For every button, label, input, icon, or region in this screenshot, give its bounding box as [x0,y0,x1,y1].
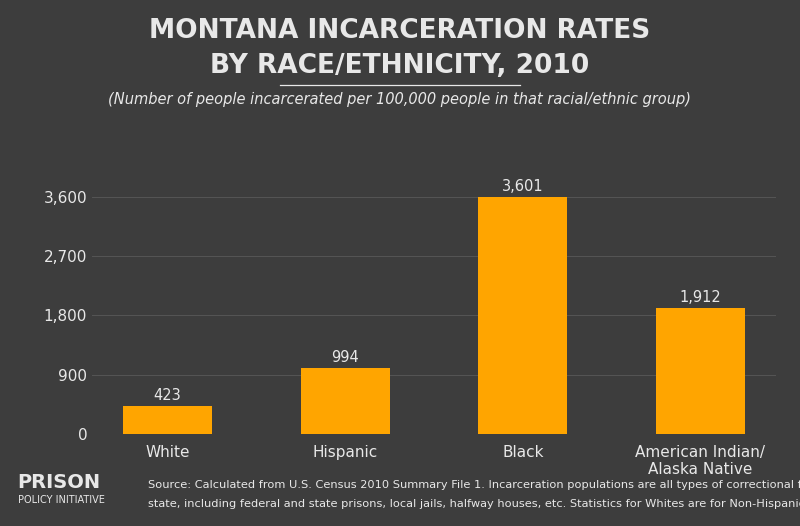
Bar [301,368,390,434]
Text: POLICY INITIATIVE: POLICY INITIATIVE [18,495,105,505]
Text: state, including federal and state prisons, local jails, halfway houses, etc. St: state, including federal and state priso… [148,499,800,509]
Text: BY RACE/ETHNICITY, 2010: BY RACE/ETHNICITY, 2010 [210,53,590,78]
Text: PRISON: PRISON [18,473,101,492]
Text: MONTANA INCARCERATION RATES: MONTANA INCARCERATION RATES [150,18,650,44]
Text: 3,601: 3,601 [502,179,544,194]
Bar [656,308,745,434]
Bar [123,406,212,434]
Text: Source: Calculated from U.S. Census 2010 Summary File 1. Incarceration populatio: Source: Calculated from U.S. Census 2010… [148,480,800,490]
Text: 423: 423 [154,388,182,403]
Text: (Number of people incarcerated per 100,000 people in that racial/ethnic group): (Number of people incarcerated per 100,0… [109,92,691,107]
Text: 994: 994 [331,350,359,366]
Text: 1,912: 1,912 [680,290,722,305]
Bar [478,197,567,434]
